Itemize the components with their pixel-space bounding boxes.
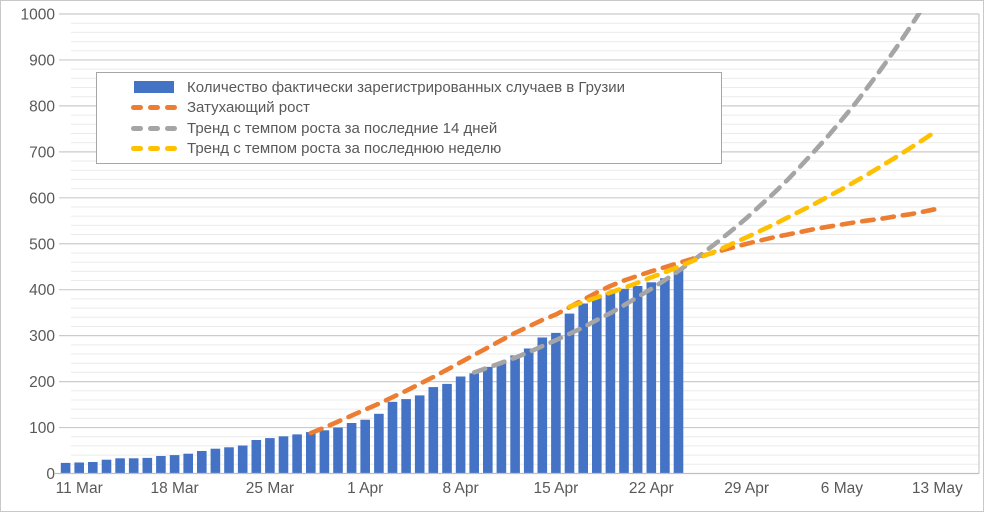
bar-series-swatch	[134, 81, 174, 94]
y-axis-label: 200	[29, 374, 55, 391]
legend-item-damped-growth: Затухающий рост	[131, 98, 721, 119]
bar	[660, 278, 670, 474]
x-axis-label: 22 Apr	[629, 480, 674, 497]
x-axis-label: 8 Apr	[442, 480, 478, 497]
bar	[74, 462, 84, 474]
bar	[292, 434, 302, 474]
bar	[360, 419, 370, 474]
bar	[428, 387, 439, 474]
x-axis-label: 13 May	[912, 480, 963, 497]
bar	[306, 432, 316, 474]
bar	[169, 455, 180, 474]
bar	[455, 376, 466, 474]
bar	[251, 440, 262, 474]
y-axis-labels: 0 100 200 300 400 500 600 700 800 900 1000	[21, 7, 56, 484]
bar	[387, 401, 398, 474]
bar	[442, 383, 452, 474]
trend-line-0	[308, 206, 940, 436]
y-axis-label: 800	[29, 98, 55, 115]
y-axis-label: 500	[29, 236, 55, 253]
bar	[537, 337, 548, 474]
trend-line-1	[471, 13, 923, 375]
dashed-line-swatch-orange	[131, 105, 177, 111]
bar	[469, 373, 479, 474]
x-axis-label: 25 Mar	[246, 480, 294, 497]
bar	[128, 458, 139, 474]
bar	[224, 447, 234, 474]
bar	[60, 462, 71, 474]
bar	[510, 355, 520, 474]
legend-label-actual-cases: Количество фактически зарегистрированных…	[187, 78, 625, 96]
bar	[333, 427, 343, 474]
bar	[210, 448, 221, 474]
trend-line-2	[567, 128, 940, 310]
bar	[414, 395, 425, 474]
x-axis-label: 1 Apr	[347, 480, 383, 497]
y-axis-label: 100	[29, 420, 55, 437]
bar	[142, 457, 153, 474]
bar	[88, 462, 98, 474]
x-axis-label: 15 Apr	[533, 480, 578, 497]
bar	[265, 438, 275, 474]
bar	[156, 456, 166, 474]
legend-item-actual-cases: Количество фактически зарегистрированных…	[131, 77, 721, 98]
bar	[115, 458, 125, 474]
bar	[605, 292, 616, 474]
bar	[346, 423, 357, 474]
bar	[592, 295, 602, 474]
legend-label-trend-week: Тренд с темпом роста за последнюю неделю	[187, 140, 502, 158]
x-axis-labels: 11 Mar 18 Mar 25 Mar 1 Apr 8 Apr 15 Apr 22 Apr…	[56, 480, 963, 497]
dashed-line-swatch-yellow	[131, 146, 177, 152]
bar	[619, 288, 629, 474]
bar	[673, 269, 684, 474]
y-axis-label: 0	[46, 466, 55, 483]
y-axis-label: 700	[29, 144, 55, 161]
bar	[551, 332, 561, 474]
legend-label-damped-growth: Затухающий рост	[187, 99, 310, 117]
x-axis-label: 6 May	[821, 480, 863, 497]
gridlines-minor	[71, 22, 979, 465]
bar	[496, 362, 507, 474]
bar-series	[60, 269, 684, 474]
bar	[646, 282, 657, 474]
y-axis-label: 600	[29, 190, 55, 207]
bar	[237, 445, 248, 474]
y-axis-label: 300	[29, 328, 55, 345]
legend-item-trend-week: Тренд с темпом роста за последнюю неделю	[131, 139, 721, 160]
bar	[401, 399, 411, 474]
bar	[483, 366, 493, 474]
bar	[183, 453, 193, 474]
bar	[101, 459, 112, 474]
y-axis-label: 1000	[21, 7, 56, 24]
bar	[197, 451, 207, 474]
legend-item-trend-14-days: Тренд с темпом роста за последние 14 дне…	[131, 118, 721, 139]
y-axis-label: 400	[29, 282, 55, 299]
legend-label-trend-14-days: Тренд с темпом роста за последние 14 дне…	[187, 119, 498, 137]
x-axis-label: 18 Mar	[150, 480, 198, 497]
bar	[374, 413, 384, 474]
bar	[319, 430, 330, 474]
bar	[523, 348, 534, 474]
x-axis-label: 29 Apr	[724, 480, 769, 497]
bar	[278, 436, 289, 474]
legend: Количество фактически зарегистрированных…	[96, 72, 722, 164]
bar	[564, 313, 575, 474]
y-axis-label: 900	[29, 52, 55, 69]
bar	[632, 286, 643, 474]
dashed-line-swatch-gray	[131, 125, 177, 131]
x-axis-label: 11 Mar	[56, 480, 103, 497]
bar	[578, 303, 588, 474]
